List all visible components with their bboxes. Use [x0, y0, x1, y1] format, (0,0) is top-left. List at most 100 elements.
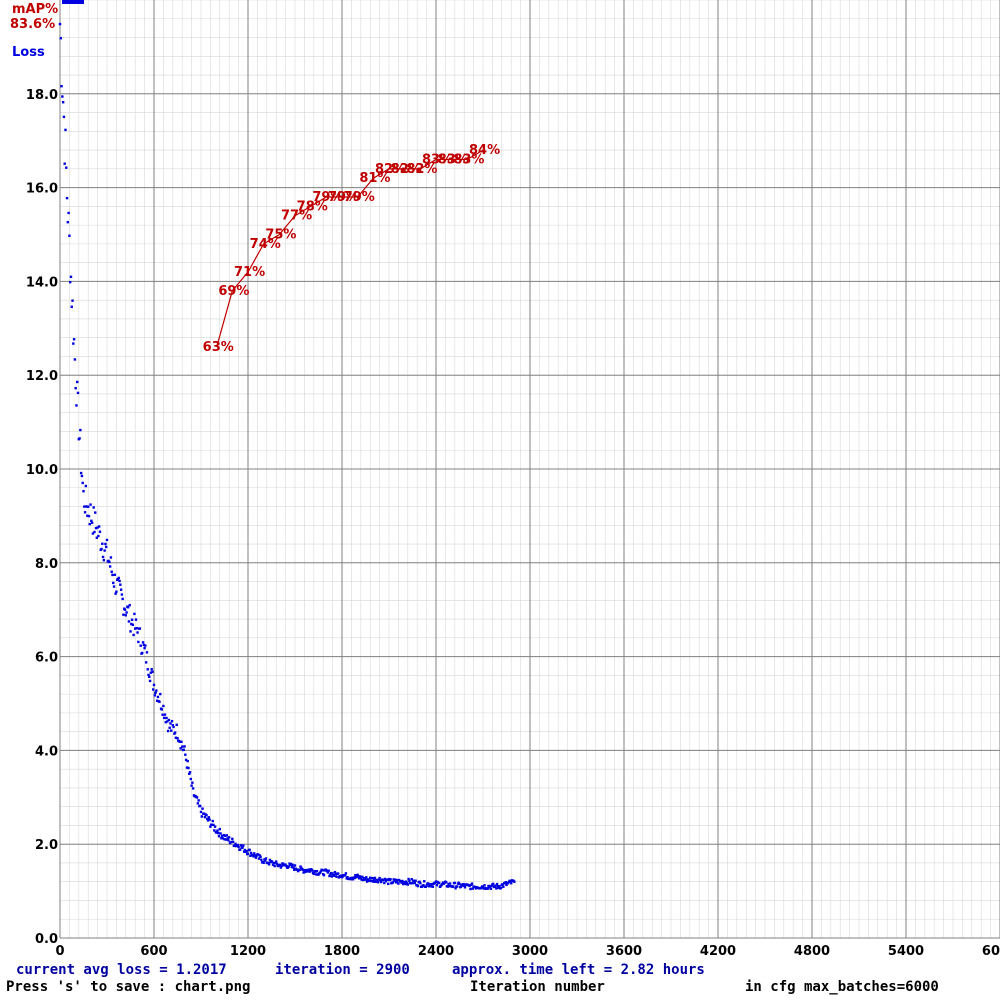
loss-point — [191, 781, 194, 784]
loss-point — [374, 880, 377, 884]
loss-point — [343, 874, 347, 877]
loss-point — [97, 525, 101, 528]
x-tick-label: 6000 — [982, 944, 1000, 959]
loss-point — [176, 736, 179, 740]
loss-point — [144, 644, 147, 647]
loss-point — [267, 863, 271, 866]
loss-point — [141, 641, 145, 644]
loss-point — [453, 881, 456, 885]
loss-point — [389, 878, 392, 881]
loss-point — [351, 878, 355, 881]
loss-point — [280, 864, 283, 868]
loss-point — [275, 860, 278, 863]
loss-point — [397, 878, 401, 882]
loss-point — [137, 640, 140, 644]
loss-point — [252, 855, 255, 858]
loss-point — [91, 532, 95, 535]
loss-point — [230, 840, 233, 844]
loss-point — [350, 878, 353, 881]
loss-point — [119, 588, 123, 591]
loss-point — [75, 404, 78, 407]
loss-point — [505, 883, 508, 887]
loss-point — [275, 862, 279, 866]
loss-point — [86, 514, 89, 517]
loss-point — [61, 101, 65, 104]
loss-point — [221, 837, 225, 840]
loss-point — [429, 883, 432, 886]
loss-point — [463, 886, 467, 889]
loss-point — [76, 380, 79, 384]
loss-point — [166, 720, 169, 723]
loss-point — [358, 875, 362, 878]
legend-map-value: 83.6% — [10, 17, 55, 32]
loss-point — [71, 299, 74, 302]
status-iteration: iteration = 2900 — [275, 962, 410, 978]
map-series: 63%69%71%74%75%77%78%79%79%79%81%82%82%8… — [203, 143, 500, 355]
loss-point — [170, 719, 174, 723]
y-tick-label: 18.0 — [26, 88, 58, 103]
loss-point — [468, 884, 471, 888]
loss-point — [303, 869, 306, 872]
loss-point — [368, 879, 371, 883]
y-tick-label: 4.0 — [35, 744, 58, 759]
loss-point — [205, 813, 208, 817]
loss-point — [258, 854, 261, 857]
loss-point — [431, 885, 435, 888]
loss-point — [317, 873, 320, 876]
loss-point — [319, 870, 323, 873]
loss-point — [212, 823, 215, 827]
loss-point — [311, 869, 314, 872]
loss-point — [289, 862, 293, 866]
loss-point — [210, 823, 214, 826]
loss-point — [360, 878, 363, 881]
loss-point — [149, 671, 153, 674]
loss-point — [180, 740, 183, 744]
loss-point — [274, 861, 277, 865]
loss-point — [124, 614, 127, 617]
status-time-left: approx. time left = 2.82 hours — [452, 962, 705, 978]
loss-point — [128, 604, 131, 607]
loss-point — [344, 872, 348, 875]
loss-point — [321, 869, 324, 872]
loss-point — [353, 876, 356, 880]
loss-point — [130, 618, 134, 621]
x-tick-label: 1800 — [324, 944, 360, 959]
loss-point — [146, 668, 149, 671]
loss-point — [481, 886, 485, 889]
loss-point — [203, 815, 207, 819]
loss-point — [92, 506, 95, 509]
loss-point — [148, 675, 151, 678]
loss-point — [372, 880, 375, 883]
loss-point — [145, 651, 149, 654]
loss-point — [296, 868, 299, 871]
loss-point — [206, 817, 209, 821]
loss-point — [362, 877, 366, 880]
loss-point — [278, 863, 282, 867]
loss-point — [123, 608, 127, 611]
loss-point — [382, 878, 385, 881]
loss-point — [293, 864, 297, 867]
loss-point — [87, 514, 91, 518]
loss-point — [300, 866, 303, 869]
loss-point — [291, 863, 294, 867]
loss-point — [166, 729, 170, 733]
loss-point — [287, 865, 290, 868]
loss-point — [483, 884, 486, 887]
loss-point — [186, 759, 189, 763]
loss-point — [83, 505, 86, 508]
loss-point — [162, 716, 166, 720]
loss-point — [413, 881, 417, 885]
loss-point — [430, 885, 433, 888]
loss-point — [273, 864, 276, 868]
loss-point — [326, 871, 330, 874]
loss-point — [383, 881, 386, 885]
loss-point — [285, 864, 288, 868]
loss-series — [58, 22, 516, 891]
loss-point — [76, 391, 80, 395]
loss-point — [482, 887, 485, 890]
loss-point — [271, 860, 274, 864]
loss-point — [354, 874, 357, 877]
loss-point — [197, 799, 200, 802]
loss-point — [163, 713, 167, 716]
loss-point — [328, 874, 331, 878]
